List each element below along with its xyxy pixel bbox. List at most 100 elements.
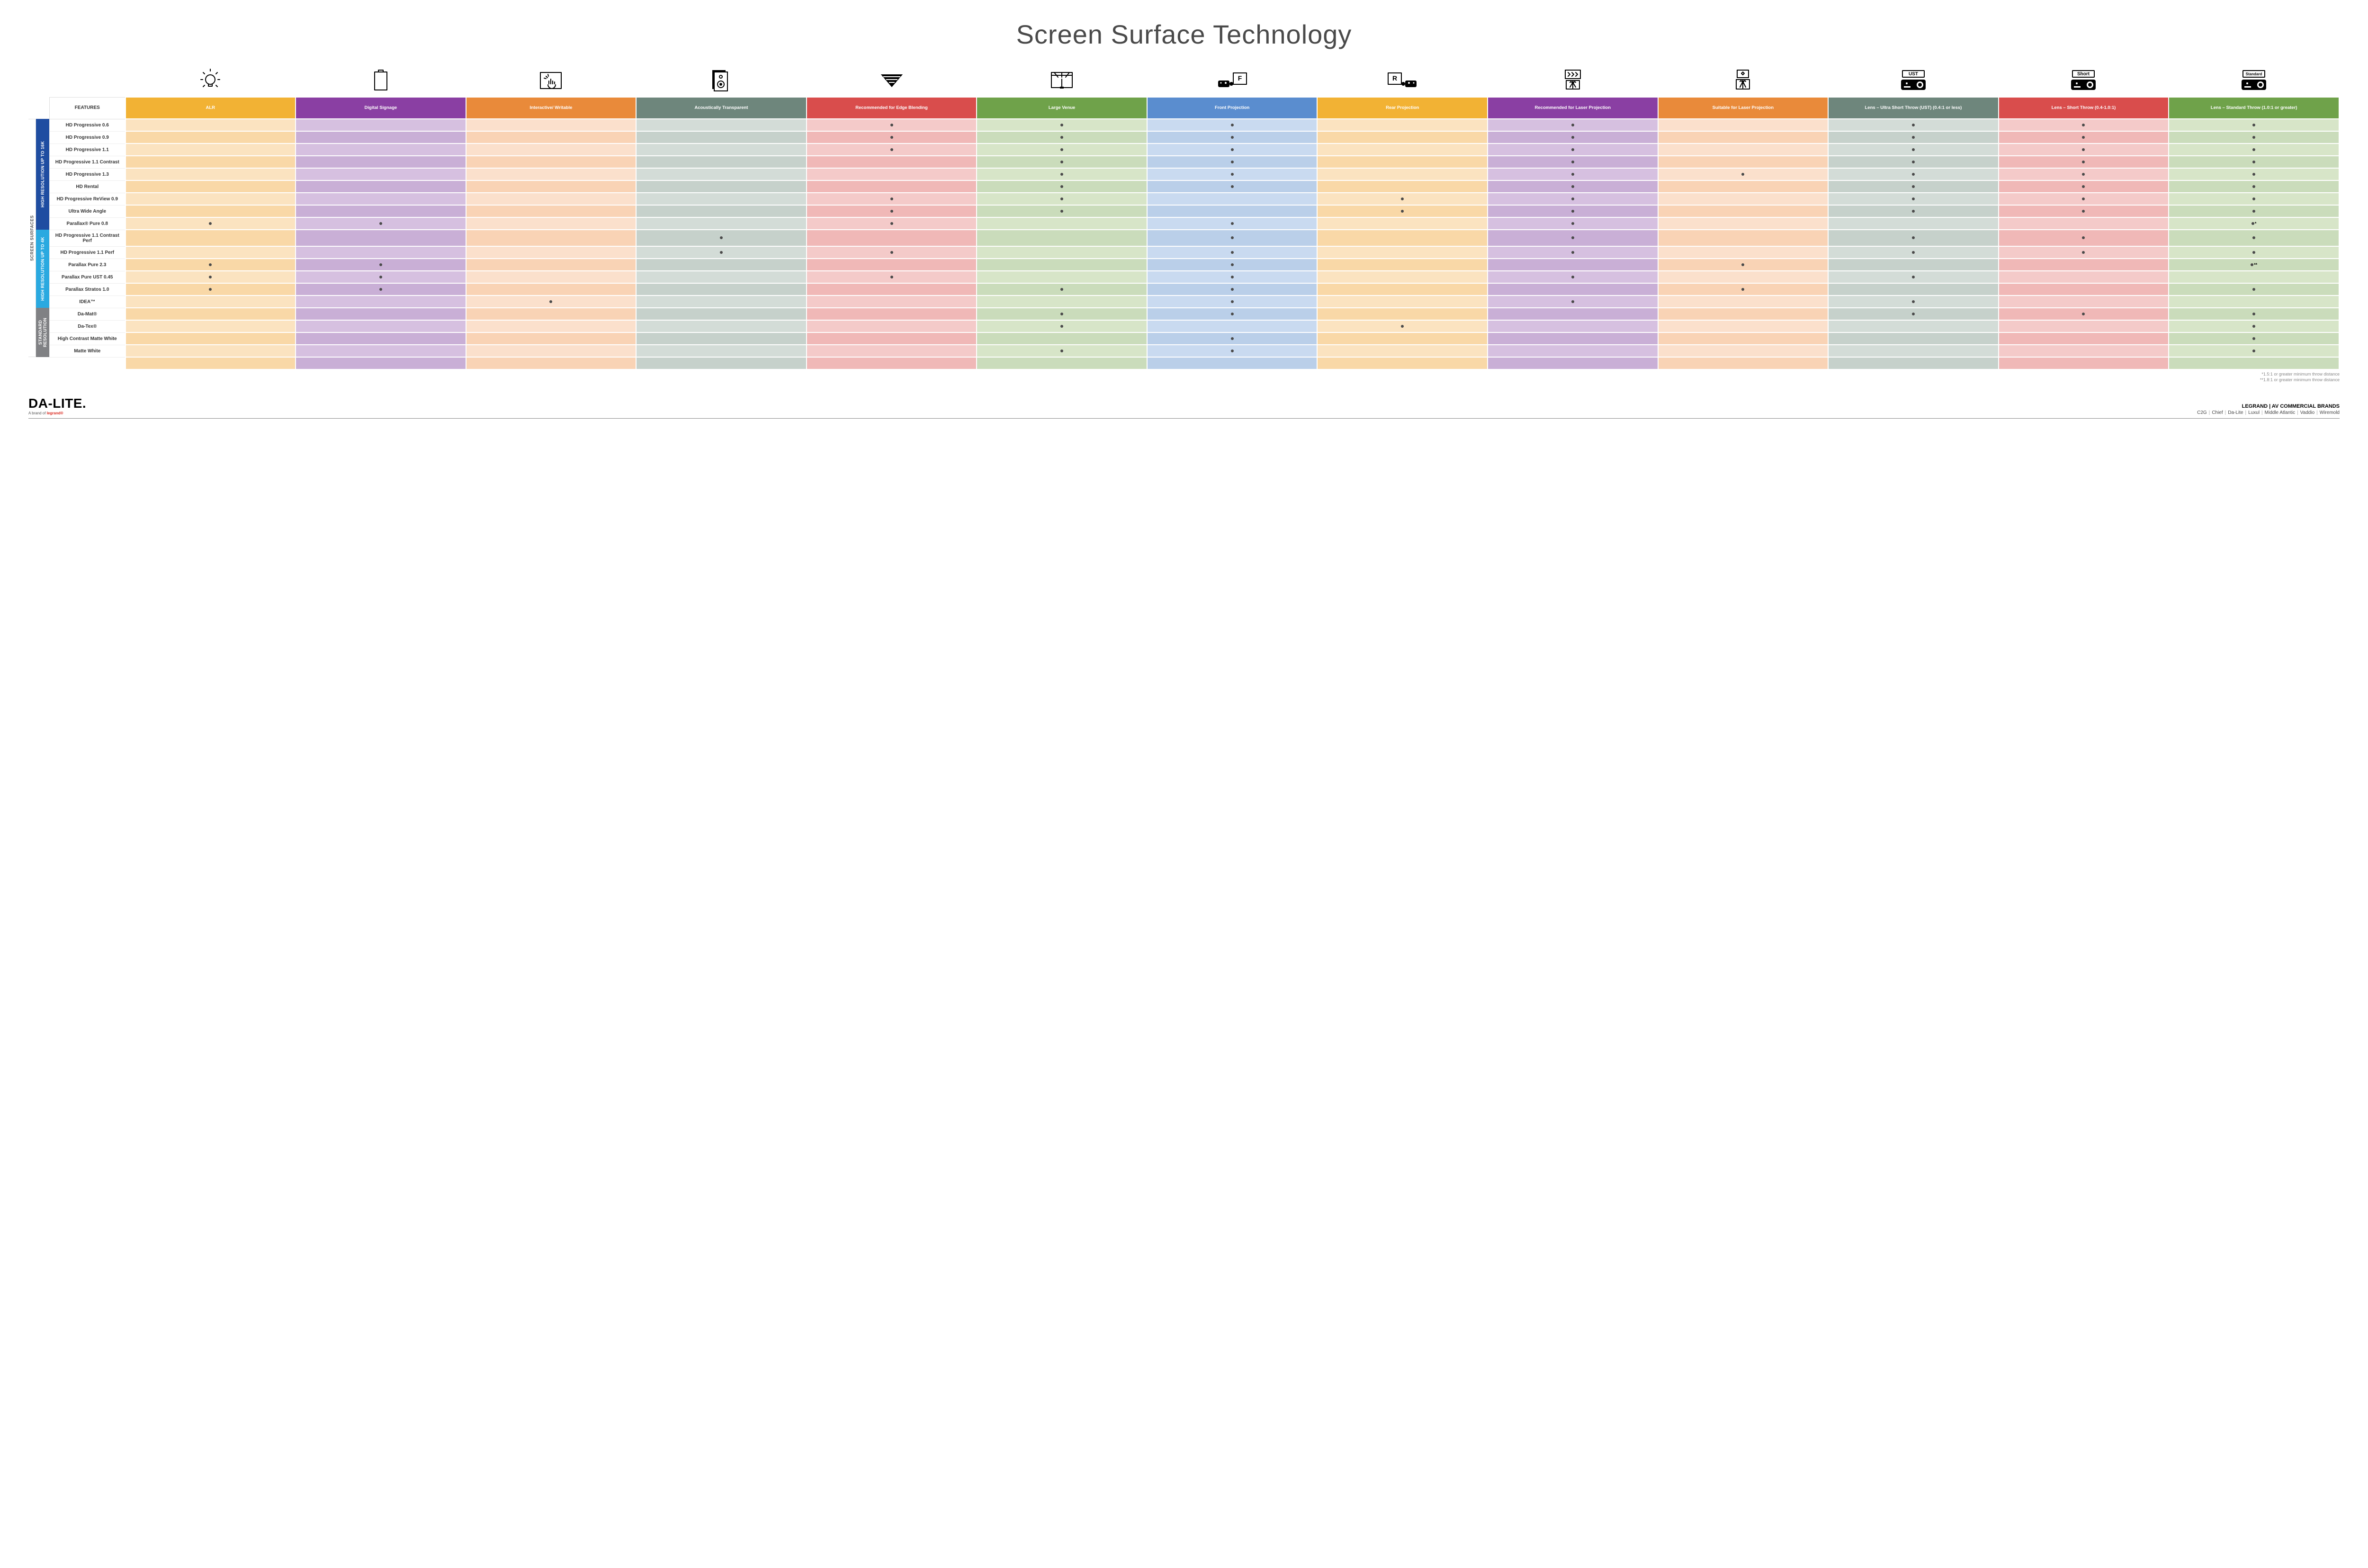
cell-laser_suit — [1658, 131, 1829, 143]
cell-laser_suit — [1658, 168, 1829, 180]
dot-icon — [1060, 197, 1063, 200]
header-row: FEATURESALRDigital SignageInteractive/ W… — [50, 97, 2340, 119]
cell-std — [2169, 230, 2339, 246]
data-row: HD Rental — [50, 180, 2340, 193]
cell-short — [1999, 119, 2169, 131]
cell-short — [1999, 217, 2169, 230]
dot-icon — [1401, 197, 1404, 200]
cell-rear — [1317, 143, 1488, 156]
dot-icon — [890, 276, 893, 278]
dot-icon — [890, 210, 893, 213]
cell-std — [2169, 156, 2339, 168]
cell-front — [1147, 320, 1318, 332]
dot-icon — [890, 197, 893, 200]
cell-rear — [1317, 271, 1488, 283]
dot-icon — [379, 263, 382, 266]
cell-laser_suit — [1658, 119, 1829, 131]
cell-writable — [466, 156, 637, 168]
dot-icon — [2082, 210, 2085, 213]
dot-icon — [1571, 161, 1574, 163]
cell-writable — [466, 332, 637, 345]
cell-signage — [296, 143, 466, 156]
cell-venue — [977, 259, 1147, 271]
dot-icon — [1571, 173, 1574, 176]
cell-acoustic — [636, 271, 807, 283]
dot-icon — [1231, 251, 1234, 254]
dot-icon — [1401, 325, 1404, 328]
cell-writable — [466, 296, 637, 308]
front-icon: F — [1147, 64, 1318, 97]
cell-rear — [1317, 283, 1488, 296]
cell-rear — [1317, 131, 1488, 143]
cell-laser_suit — [1658, 143, 1829, 156]
cell-alr — [126, 271, 296, 283]
cell-rear — [1317, 168, 1488, 180]
feature-name: HD Progressive 1.1 Contrast — [50, 156, 126, 168]
cell-acoustic — [636, 296, 807, 308]
cell-venue — [977, 283, 1147, 296]
dot-icon — [209, 263, 212, 266]
dot-icon — [1231, 337, 1234, 340]
dot-icon — [890, 136, 893, 139]
dot-icon — [2252, 136, 2255, 139]
cell-signage — [296, 119, 466, 131]
cell-edge — [807, 143, 977, 156]
cell-alr — [126, 246, 296, 259]
cell-writable — [466, 180, 637, 193]
col-header-std: Lens – Standard Throw (1.0:1 or greater) — [2169, 97, 2339, 119]
data-row: HD Progressive 1.1 — [50, 143, 2340, 156]
brand-item: Luxul — [2248, 410, 2260, 415]
cell-venue — [977, 168, 1147, 180]
cell-short — [1999, 332, 2169, 345]
cell-edge — [807, 345, 977, 357]
data-row: HD Progressive 1.3 — [50, 168, 2340, 180]
dot-icon — [1741, 173, 1744, 176]
dot-icon — [2252, 173, 2255, 176]
col-header-laser_rec: Recommended for Laser Projection — [1488, 97, 1658, 119]
cell-short — [1999, 168, 2169, 180]
col-header-front: Front Projection — [1147, 97, 1318, 119]
writable-icon — [466, 64, 637, 97]
dot-icon — [2252, 337, 2255, 340]
feature-name: Parallax Pure 2.3 — [50, 259, 126, 271]
svg-text:Short: Short — [2077, 72, 2090, 77]
dot-icon — [2252, 236, 2255, 239]
cell-venue — [977, 180, 1147, 193]
cell-venue — [977, 143, 1147, 156]
cell-acoustic — [636, 308, 807, 320]
col-header-edge: Recommended for Edge Blending — [807, 97, 977, 119]
cell-front — [1147, 131, 1318, 143]
cell-acoustic — [636, 156, 807, 168]
cell-acoustic — [636, 332, 807, 345]
cell-alr — [126, 320, 296, 332]
cell-venue — [977, 246, 1147, 259]
cell-ust — [1828, 259, 1999, 271]
cell-venue — [977, 345, 1147, 357]
cell-front — [1147, 156, 1318, 168]
std-icon: Standard — [2169, 64, 2339, 97]
cell-ust — [1828, 230, 1999, 246]
dot-icon — [209, 276, 212, 278]
cell-writable — [466, 246, 637, 259]
feature-name: HD Progressive 0.9 — [50, 131, 126, 143]
dot-icon — [2082, 161, 2085, 163]
feature-name: Parallax Pure UST 0.45 — [50, 271, 126, 283]
cell-edge — [807, 283, 977, 296]
dot-icon — [1060, 161, 1063, 163]
cell-signage — [296, 180, 466, 193]
dot-icon — [1571, 197, 1574, 200]
dot-icon — [1571, 276, 1574, 278]
dot-icon — [1912, 251, 1915, 254]
cell-signage — [296, 345, 466, 357]
dot-icon — [1912, 236, 1915, 239]
feature-name: HD Progressive 0.6 — [50, 119, 126, 131]
dot-icon — [1231, 173, 1234, 176]
cell-signage — [296, 193, 466, 205]
data-row: Da-Tex® — [50, 320, 2340, 332]
cell-edge — [807, 156, 977, 168]
cell-signage — [296, 332, 466, 345]
signage-icon — [296, 64, 466, 97]
edge-icon — [807, 64, 977, 97]
cell-signage — [296, 168, 466, 180]
dot-icon — [890, 124, 893, 126]
